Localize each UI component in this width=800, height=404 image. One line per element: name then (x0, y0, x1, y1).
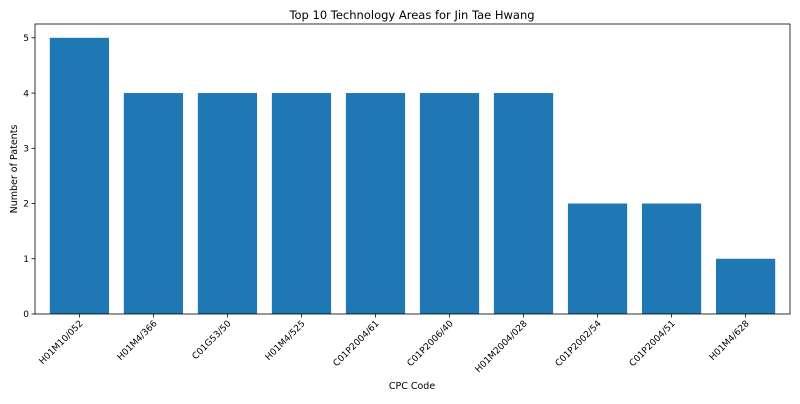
y-tick-label: 2 (23, 200, 29, 210)
y-tick-label: 1 (23, 255, 29, 265)
y-tick-label: 0 (23, 310, 29, 320)
chart-title: Top 10 Technology Areas for Jin Tae Hwan… (288, 8, 534, 22)
bar (716, 259, 775, 314)
y-tick-label: 4 (23, 89, 29, 99)
bar (124, 93, 183, 314)
x-axis-label: CPC Code (389, 381, 435, 392)
y-tick-label: 5 (23, 34, 29, 44)
bar (494, 93, 553, 314)
bar (642, 204, 701, 314)
bar (420, 93, 479, 314)
bar (198, 93, 257, 314)
y-tick-label: 3 (23, 144, 29, 154)
bar (50, 38, 109, 314)
bar (272, 93, 331, 314)
bar (568, 204, 627, 314)
bar (346, 93, 405, 314)
y-axis-label: Number of Patents (9, 125, 20, 214)
